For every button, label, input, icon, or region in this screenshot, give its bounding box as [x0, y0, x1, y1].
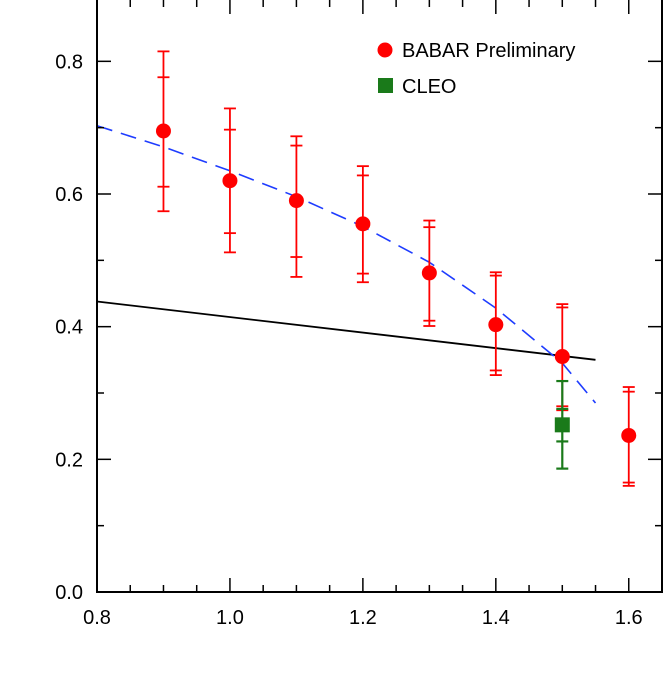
- babar-point: [355, 165, 371, 284]
- y-tick-label: 0.4: [55, 317, 83, 339]
- x-tick-label: 0.8: [83, 607, 111, 629]
- marker: [488, 317, 504, 333]
- marker: [621, 427, 637, 443]
- marker: [155, 123, 171, 139]
- babar-point: [421, 219, 437, 327]
- marker: [554, 417, 570, 433]
- y-tick-label: 0.2: [55, 449, 83, 471]
- babar-point: [288, 135, 304, 278]
- x-tick-label: 1.4: [482, 607, 510, 629]
- ticks: 0.8 1.0 1.2 1.4 1.6 0.0 0.2 0.4 0.6 0.8: [55, 0, 663, 629]
- legend-label-babar: BABAR Preliminary: [402, 40, 575, 62]
- legend-label-cleo: CLEO: [402, 76, 456, 98]
- marker: [288, 193, 304, 209]
- babar-point: [621, 386, 637, 487]
- legend-marker-babar: [377, 42, 393, 58]
- y-tick-label: 0.6: [55, 184, 83, 206]
- marker: [355, 216, 371, 232]
- babar-point: [222, 107, 238, 254]
- legend: BABAR Preliminary CLEO: [377, 40, 575, 98]
- marker: [421, 265, 437, 281]
- curves: [96, 124, 597, 404]
- babar-point: [488, 271, 504, 376]
- x-tick-label: 1.2: [349, 607, 377, 629]
- axes: [96, 0, 663, 593]
- x-tick-label: 1.0: [216, 607, 244, 629]
- x-tick-label: 1.6: [615, 607, 643, 629]
- cleo-point: [554, 379, 570, 470]
- babar-point: [155, 50, 171, 213]
- marker: [222, 173, 238, 189]
- data-points: [155, 50, 637, 487]
- marker: [554, 349, 570, 365]
- legend-marker-cleo: [378, 78, 393, 93]
- y-tick-label: 0.0: [55, 582, 83, 604]
- solid-line: [96, 300, 596, 361]
- y-tick-label: 0.8: [55, 51, 83, 73]
- dashed-line: [96, 124, 597, 404]
- plot-frame: [96, 0, 663, 593]
